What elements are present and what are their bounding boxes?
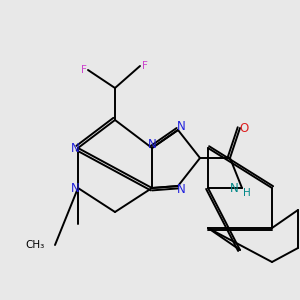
- Text: N: N: [177, 120, 185, 133]
- Text: CH₃: CH₃: [25, 240, 44, 250]
- Text: N: N: [70, 142, 80, 154]
- Text: N: N: [230, 182, 239, 194]
- Text: F: F: [142, 61, 147, 71]
- Text: O: O: [239, 122, 248, 134]
- Text: N: N: [70, 182, 80, 194]
- Text: F: F: [81, 65, 86, 75]
- Text: N: N: [177, 183, 185, 196]
- Text: N: N: [148, 138, 156, 151]
- Text: H: H: [243, 188, 250, 197]
